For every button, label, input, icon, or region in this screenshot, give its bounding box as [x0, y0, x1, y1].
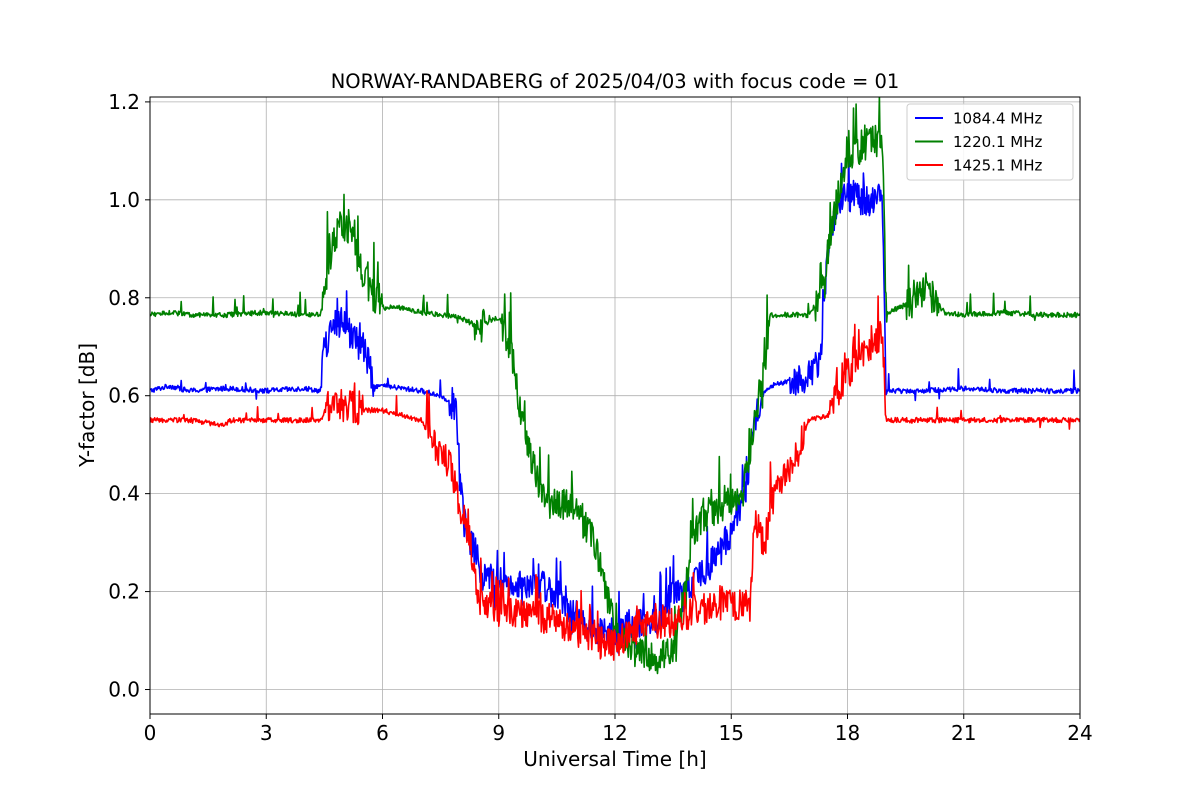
- chart-title: NORWAY-RANDABERG of 2025/04/03 with focu…: [331, 70, 900, 93]
- legend-box: [906, 103, 1074, 181]
- y-tick-label: 1.0: [108, 188, 140, 212]
- y-tick-label: 0.6: [108, 384, 140, 408]
- legend-label: 1425.1 MHz: [953, 157, 1042, 175]
- y-tick-label: 0.0: [108, 678, 140, 702]
- series-layer: [150, 97, 1080, 675]
- y-axis-label: Y-factor [dB]: [75, 343, 99, 468]
- y-axis-ticks: 0.0 0.2 0.4 0.6 0.8 1.0 1.2: [108, 90, 150, 702]
- x-tick-label: 6: [376, 721, 389, 745]
- y-tick-label: 0.2: [108, 580, 140, 604]
- x-tick-label: 0: [144, 721, 157, 745]
- x-tick-label: 18: [835, 721, 860, 745]
- x-axis-label: Universal Time [h]: [523, 747, 706, 771]
- legend-label: 1084.4 MHz: [953, 110, 1042, 128]
- series-line-1: [150, 154, 1080, 654]
- x-axis-ticks: 0 3 6 9 12 15 18 21 24: [144, 714, 1093, 745]
- grid-lines: [150, 97, 1080, 714]
- y-tick-label: 0.8: [108, 286, 140, 310]
- x-tick-label: 24: [1067, 721, 1092, 745]
- legend: 1084.4 MHz 1220.1 MHz 1425.1 MHz: [906, 103, 1074, 181]
- x-tick-label: 3: [260, 721, 273, 745]
- y-tick-label: 1.2: [108, 90, 140, 114]
- series-line-3: [150, 295, 1080, 661]
- x-tick-label: 12: [602, 721, 627, 745]
- x-tick-label: 15: [719, 721, 744, 745]
- y-tick-label: 0.4: [108, 482, 140, 506]
- legend-label: 1220.1 MHz: [953, 133, 1042, 151]
- x-tick-label: 21: [951, 721, 976, 745]
- x-tick-label: 9: [492, 721, 505, 745]
